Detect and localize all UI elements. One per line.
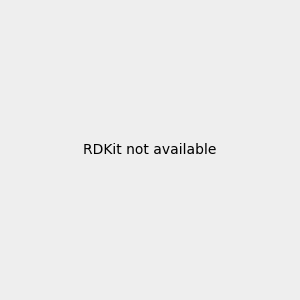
Text: RDKit not available: RDKit not available bbox=[83, 143, 217, 157]
